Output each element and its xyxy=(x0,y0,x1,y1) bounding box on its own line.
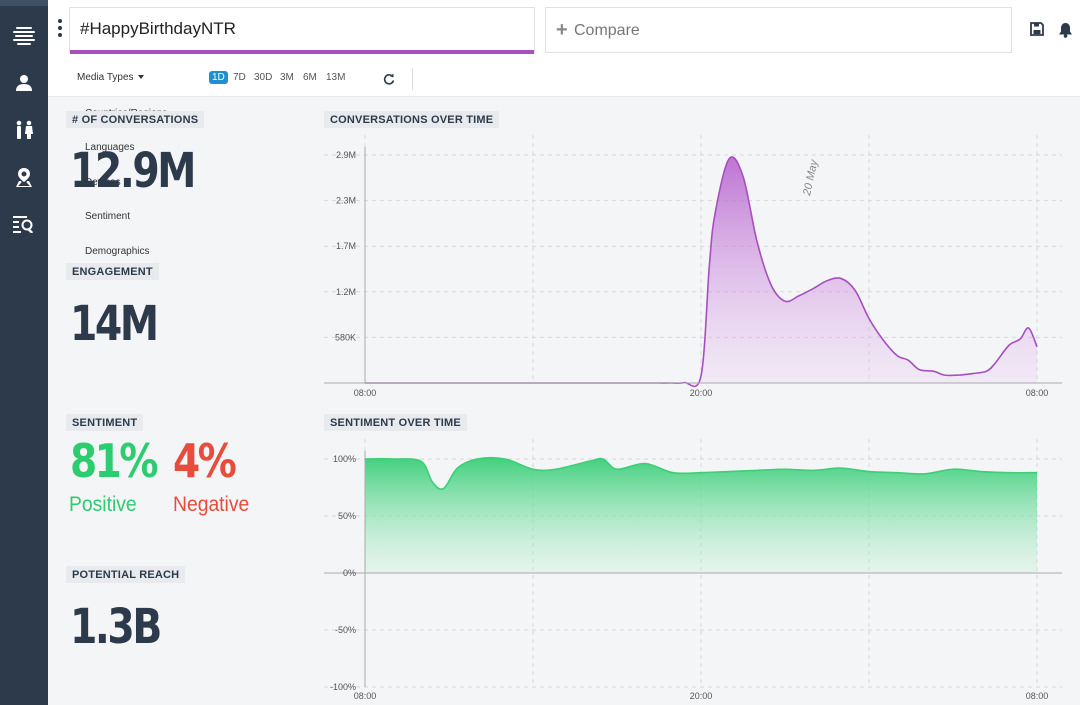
search-active-underline xyxy=(70,50,534,54)
bell-icon[interactable] xyxy=(1058,22,1074,38)
reach-title: POTENTIAL REACH xyxy=(66,566,186,583)
conversations-chart-title: CONVERSATIONS OVER TIME xyxy=(324,111,500,128)
media-types-dropdown[interactable]: Media Types xyxy=(77,72,144,83)
sentiment-x-tick-label: 08:00 xyxy=(354,691,377,701)
range-13m[interactable]: 13M xyxy=(326,72,346,83)
conversations-x-tick-label: 08:00 xyxy=(354,388,377,398)
conversations-y-tick-label: 2.9M xyxy=(336,150,356,160)
profile-icon[interactable] xyxy=(12,71,36,95)
topics-icon[interactable] xyxy=(12,24,36,48)
sentiment-chart-title: SENTIMENT OVER TIME xyxy=(324,414,467,431)
sentiment-y-tick-label: 50% xyxy=(338,511,356,521)
negative-label: Negative xyxy=(173,493,250,516)
sentiment-y-tick-label: -100% xyxy=(330,682,356,692)
dropdown-item-devices[interactable]: Devices xyxy=(85,177,121,188)
sentiment-title: SENTIMENT xyxy=(66,414,144,431)
compare-label: Compare xyxy=(574,22,640,39)
demographics-icon[interactable] xyxy=(12,118,36,142)
conversations-x-tick-label: 20:00 xyxy=(690,388,713,398)
engagement-title: ENGAGEMENT xyxy=(66,263,159,280)
save-icon[interactable] xyxy=(1030,22,1046,38)
sentiment-y-tick-label: 0% xyxy=(343,568,356,578)
sentiment-y-tick-label: 100% xyxy=(333,454,356,464)
range-6m[interactable]: 6M xyxy=(303,72,317,83)
dropdown-item-demographics[interactable]: Demographics xyxy=(85,246,150,257)
topic-search-box[interactable] xyxy=(69,7,535,54)
conversations-title: # OF CONVERSATIONS xyxy=(66,111,205,128)
positive-value: 81% xyxy=(70,434,158,488)
conversations-date-annotation: 20 May xyxy=(801,157,821,197)
sentiment-series-line xyxy=(364,456,1038,490)
conversations-x-tick-label: 08:00 xyxy=(1026,388,1049,398)
sentiment-area xyxy=(365,457,1037,573)
range-1d[interactable]: 1D xyxy=(209,71,228,84)
conversations-y-tick-label: 580K xyxy=(335,332,356,342)
sidebar xyxy=(0,0,48,705)
sentiment-x-tick-label: 20:00 xyxy=(690,691,713,701)
search-list-icon[interactable] xyxy=(12,212,36,236)
sidebar-accent xyxy=(0,0,48,6)
conversations-area xyxy=(365,156,1037,387)
conversations-y-tick-label: 2.3M xyxy=(336,196,356,206)
compare-button[interactable]: + Compare xyxy=(545,7,1012,53)
dropdown-item-languages[interactable]: Languages xyxy=(85,142,135,153)
negative-value: 4% xyxy=(173,434,237,488)
topic-search-input[interactable] xyxy=(80,19,520,39)
location-icon[interactable] xyxy=(12,166,36,190)
toolbar-divider xyxy=(412,68,413,90)
caret-down-icon xyxy=(137,75,144,80)
media-types-label: Media Types xyxy=(77,72,134,83)
conversations-y-tick-label: 1.7M xyxy=(336,241,356,251)
sentiment-y-tick-label: -50% xyxy=(335,625,356,635)
dropdown-item-sentiment[interactable]: Sentiment xyxy=(85,211,131,222)
toolbar: Media Types 1D 7D 30D 3M 6M 13M xyxy=(48,60,1080,97)
range-30d[interactable]: 30D xyxy=(254,72,273,83)
engagement-value: 14M xyxy=(70,296,159,352)
reach-value: 1.3B xyxy=(70,599,162,655)
positive-label: Positive xyxy=(69,493,137,516)
conversations-y-tick-label: 1.2M xyxy=(336,287,356,297)
more-menu-icon[interactable] xyxy=(57,19,63,41)
range-3m[interactable]: 3M xyxy=(280,72,294,83)
plus-icon: + xyxy=(556,19,568,41)
sentiment-x-tick-label: 08:00 xyxy=(1026,691,1049,701)
refresh-icon[interactable] xyxy=(383,72,395,85)
conversations-value: 12.9M xyxy=(70,143,196,199)
range-7d[interactable]: 7D xyxy=(233,72,246,83)
